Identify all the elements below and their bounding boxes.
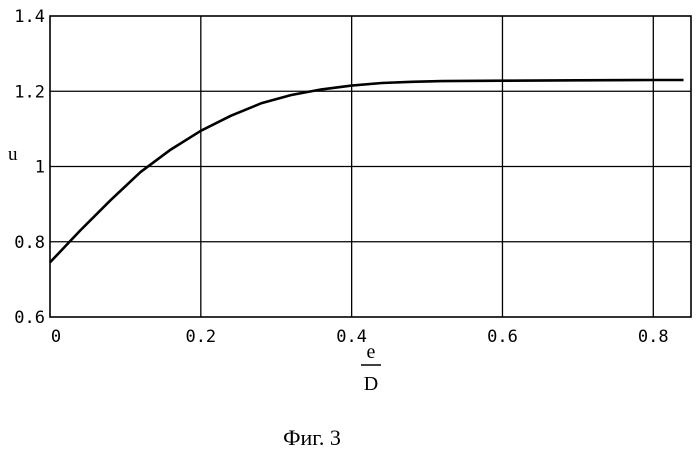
- x-tick-label-0: 0: [51, 327, 61, 347]
- x-tick-label-2: 0.4: [336, 327, 367, 347]
- y-tick-label-1: 0.8: [14, 233, 45, 253]
- figure-caption: Фиг. 3: [283, 425, 341, 450]
- y-tick-label-0: 0.6: [14, 308, 45, 328]
- y-axis-label: u: [8, 144, 18, 165]
- y-tick-label-2: 1: [35, 158, 45, 178]
- x-tick-label-1: 0.2: [185, 327, 216, 347]
- y-tick-label-4: 1.4: [14, 7, 45, 27]
- x-tick-labels: 0 0.2 0.4 0.6 0.8: [51, 327, 669, 347]
- series-group: [50, 80, 684, 262]
- x-tick-label-4: 0.8: [638, 327, 669, 347]
- x-axis-label-denominator: D: [364, 373, 378, 395]
- y-tick-label-3: 1.2: [14, 82, 45, 102]
- series-line-0: [50, 80, 684, 262]
- x-tick-label-3: 0.6: [487, 327, 518, 347]
- x-axis-label-numerator: e: [367, 341, 376, 363]
- y-tick-labels: 0.6 0.8 1 1.2 1.4: [14, 7, 45, 328]
